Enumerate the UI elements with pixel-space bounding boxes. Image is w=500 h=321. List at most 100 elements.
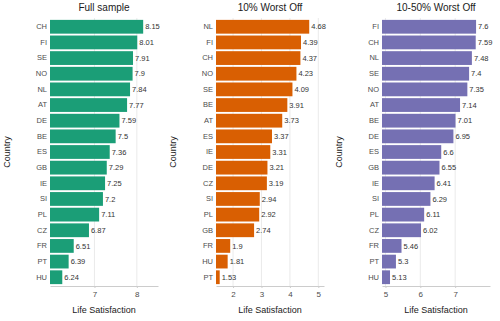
bar	[382, 270, 390, 284]
axis-line	[217, 286, 325, 287]
tick-label: DE	[369, 132, 379, 141]
bar	[382, 51, 472, 65]
tick-mark	[318, 286, 319, 288]
data-label: 6.11	[426, 210, 440, 219]
tick-label: CH	[36, 22, 47, 31]
tick: SE	[369, 69, 382, 78]
tick-label: FI	[206, 38, 213, 47]
tick-mark	[137, 286, 138, 288]
tick-label: DE	[203, 163, 213, 172]
tick: DE	[369, 132, 382, 141]
tick-label: CH	[368, 38, 379, 47]
bar	[382, 82, 467, 96]
tick: SI	[40, 194, 50, 203]
bar	[382, 129, 453, 143]
data-label: 6.55	[441, 163, 456, 172]
bar	[216, 192, 260, 206]
bar	[50, 20, 143, 34]
tick: CH	[36, 22, 50, 31]
tick: SE	[203, 85, 216, 94]
data-label: 1.9	[232, 242, 242, 251]
tick-mark	[420, 286, 421, 288]
tick-label: IE	[206, 147, 213, 156]
tick: BE	[203, 100, 216, 109]
bar	[50, 145, 110, 159]
data-label: 3.19	[269, 179, 284, 188]
panel: 10-50% Worst Off7.67.597.487.47.357.147.…	[211, 2, 492, 315]
tick: ES	[203, 132, 216, 141]
data-label: 7.29	[109, 163, 124, 172]
data-label: 5.3	[398, 257, 408, 266]
bar	[382, 239, 402, 253]
x-axis-title: Life Satisfaction	[404, 305, 468, 315]
tick: 5	[317, 286, 322, 299]
bar	[382, 114, 456, 128]
tick: IE	[40, 179, 50, 188]
bar	[50, 161, 107, 175]
bar	[50, 114, 119, 128]
data-label: 5.13	[392, 273, 407, 282]
tick-label: 2	[231, 290, 236, 299]
tick: HU	[36, 273, 50, 282]
tick: FI	[372, 22, 382, 31]
tick-label: BE	[37, 132, 47, 141]
data-label: 7.01	[458, 116, 473, 125]
tick: PL	[38, 210, 50, 219]
bar	[382, 67, 469, 81]
tick: 4	[288, 286, 293, 299]
tick-label: 7	[93, 290, 98, 299]
tick-label: 4	[288, 290, 293, 299]
tick: PL	[370, 210, 382, 219]
data-label: 6.24	[64, 273, 79, 282]
data-label: 7.9	[135, 69, 145, 78]
bar	[50, 192, 103, 206]
y-axis-title: Country	[168, 136, 178, 168]
data-label: 6.6	[443, 148, 453, 157]
tick: CZ	[369, 226, 382, 235]
data-label: 3.21	[269, 163, 284, 172]
x-axis-title: Life Satisfaction	[72, 305, 136, 315]
data-label: 7.35	[469, 85, 484, 94]
tick: DE	[37, 116, 50, 125]
data-label: 1.81	[230, 257, 245, 266]
tick: 5	[384, 286, 389, 299]
tick-label: SI	[40, 194, 47, 203]
bar	[216, 51, 300, 65]
tick-label: NL	[203, 22, 213, 31]
tick: PL	[204, 210, 216, 219]
tick-label: CH	[202, 53, 213, 62]
tick: GB	[202, 226, 216, 235]
axis-line	[51, 286, 159, 287]
tick-mark	[233, 286, 234, 288]
tick-label: PL	[204, 210, 213, 219]
tick-label: FI	[40, 38, 47, 47]
tick-label: HU	[368, 273, 379, 282]
tick-mark	[385, 286, 386, 288]
tick-label: PT	[37, 257, 47, 266]
tick: PT	[203, 273, 216, 282]
tick: CZ	[203, 179, 216, 188]
data-label: 3.31	[272, 148, 287, 157]
data-label: 6.29	[432, 195, 447, 204]
bar	[216, 145, 270, 159]
tick-label: FI	[372, 22, 379, 31]
tick-mark	[261, 286, 262, 288]
bar	[50, 208, 99, 222]
tick-label: AT	[370, 100, 379, 109]
data-label: 6.41	[437, 179, 452, 188]
tick-label: GB	[36, 163, 47, 172]
tick-label: SE	[37, 53, 47, 62]
tick-label: 5	[317, 290, 322, 299]
tick-label: NL	[369, 53, 379, 62]
x-axis-title: Life Satisfaction	[238, 305, 302, 315]
figure: Full sample8.158.017.917.97.847.777.597.…	[0, 0, 500, 321]
bar	[216, 67, 296, 81]
bar	[216, 239, 230, 253]
tick: NO	[202, 69, 216, 78]
tick-label: 7	[453, 290, 458, 299]
panel-title: 10-50% Worst Off	[396, 2, 475, 13]
tick-label: CZ	[369, 226, 379, 235]
data-label: 2.92	[261, 210, 276, 219]
tick: CH	[202, 53, 216, 62]
tick: SE	[37, 53, 50, 62]
